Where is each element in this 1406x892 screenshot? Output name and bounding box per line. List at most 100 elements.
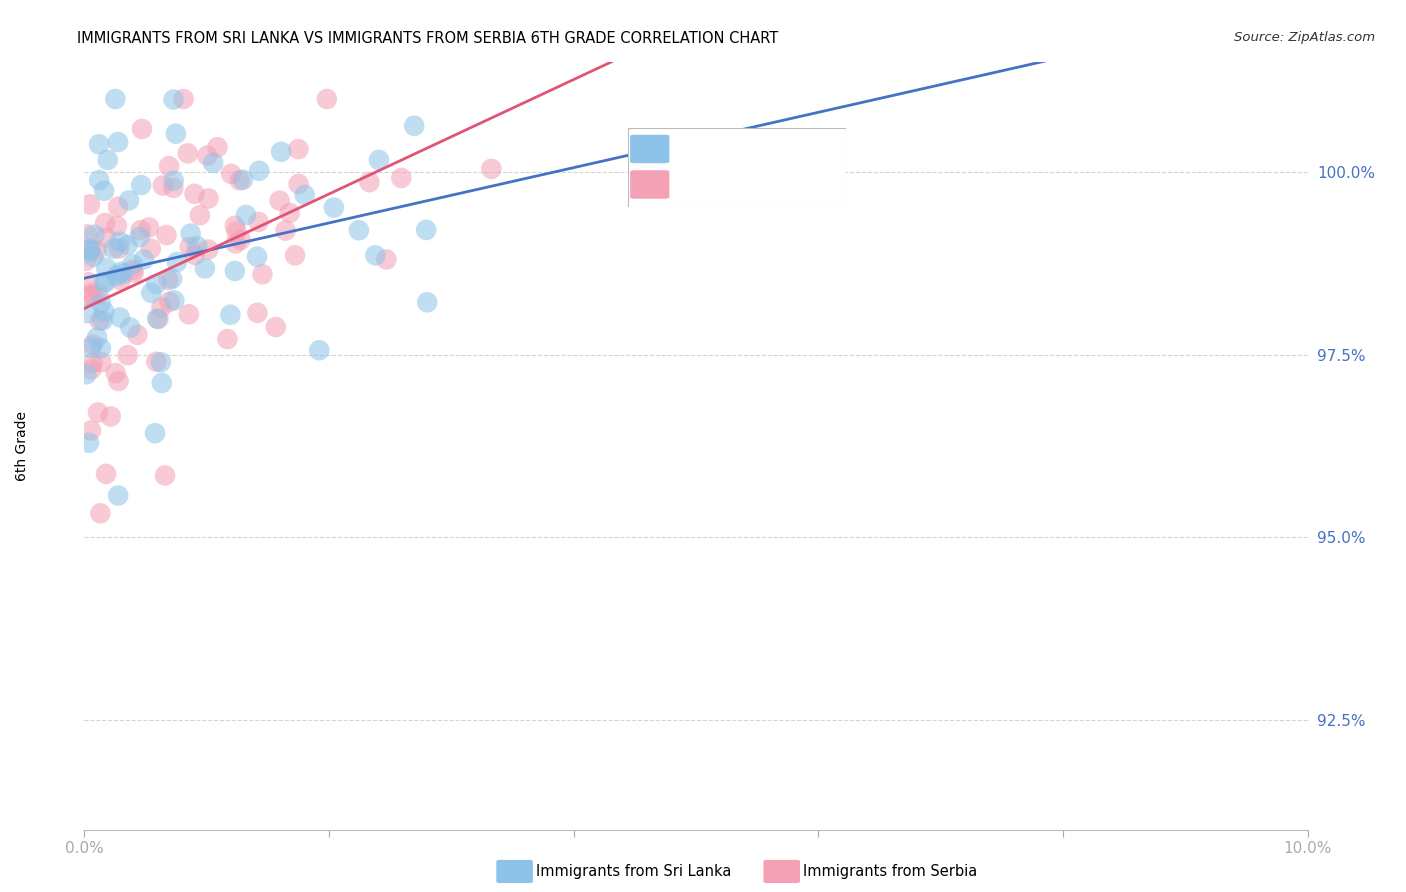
Point: [197, 148, 219, 162]
Point: [80, 362, 103, 376]
Point: [359, 175, 381, 189]
Point: [177, 146, 200, 161]
Point: [108, 235, 131, 249]
Y-axis label: 6th Grade: 6th Grade: [15, 411, 28, 481]
Point: [89, 506, 111, 520]
Point: [229, 173, 252, 187]
Point: [224, 219, 246, 233]
Point: [83, 227, 105, 242]
Point: [274, 224, 297, 238]
Point: [105, 219, 128, 233]
Point: [132, 252, 155, 267]
Point: [246, 250, 269, 264]
Point: [77, 435, 100, 450]
Point: [229, 233, 252, 247]
Point: [75, 368, 97, 382]
Point: [90, 341, 112, 355]
Point: [100, 409, 122, 424]
Point: [138, 220, 160, 235]
Point: [94, 467, 117, 481]
Point: [252, 267, 274, 281]
Point: [235, 208, 257, 222]
Point: [107, 200, 129, 214]
Point: [177, 307, 200, 321]
Point: [107, 135, 129, 149]
Point: [264, 320, 287, 334]
Point: [121, 263, 143, 277]
Point: [225, 236, 247, 251]
Point: [166, 255, 188, 269]
Point: [294, 187, 316, 202]
Point: [150, 301, 173, 315]
Point: [159, 294, 181, 309]
Point: [75, 253, 97, 268]
Point: [121, 257, 143, 271]
Point: [91, 313, 114, 327]
Point: [219, 308, 242, 322]
Point: [93, 184, 115, 198]
Point: [90, 296, 112, 310]
Point: [197, 243, 219, 257]
Point: [157, 273, 180, 287]
Point: [96, 260, 118, 275]
Point: [79, 197, 101, 211]
Point: [186, 239, 208, 253]
Point: [77, 275, 100, 289]
Point: [129, 223, 152, 237]
Point: [79, 289, 101, 303]
Point: [194, 261, 217, 276]
Point: [308, 343, 330, 358]
Text: Immigrants from Serbia: Immigrants from Serbia: [803, 864, 977, 879]
Point: [415, 223, 437, 237]
Point: [82, 337, 104, 351]
Point: [287, 177, 309, 191]
Point: [103, 242, 125, 256]
Point: [224, 264, 246, 278]
Point: [107, 489, 129, 503]
Point: [82, 356, 104, 370]
Point: [77, 242, 100, 256]
Point: [202, 156, 225, 170]
Point: [145, 355, 167, 369]
FancyBboxPatch shape: [630, 135, 669, 163]
Point: [404, 119, 426, 133]
Point: [128, 230, 150, 244]
Point: [232, 172, 254, 186]
Point: [163, 293, 186, 308]
Point: [162, 181, 184, 195]
Point: [90, 355, 112, 369]
Point: [219, 167, 242, 181]
Point: [129, 178, 152, 192]
Point: [94, 230, 117, 244]
Point: [270, 145, 292, 159]
Point: [416, 295, 439, 310]
Point: [155, 227, 177, 242]
Point: [364, 248, 387, 262]
Point: [104, 366, 127, 380]
Point: [93, 275, 115, 289]
Point: [162, 93, 184, 107]
Point: [173, 92, 195, 106]
Text: R = 0.388: R = 0.388: [672, 178, 741, 192]
Point: [179, 240, 201, 254]
Point: [153, 468, 176, 483]
Point: [146, 311, 169, 326]
Text: Immigrants from Sri Lanka: Immigrants from Sri Lanka: [536, 864, 731, 879]
Point: [143, 426, 166, 441]
Point: [180, 227, 202, 241]
Point: [217, 332, 239, 346]
Point: [111, 267, 134, 281]
Point: [108, 242, 131, 256]
Point: [82, 288, 104, 302]
Point: [284, 248, 307, 262]
Point: [149, 355, 172, 369]
Point: [165, 127, 187, 141]
Point: [163, 174, 186, 188]
Point: [131, 122, 153, 136]
Point: [150, 376, 173, 390]
Point: [118, 194, 141, 208]
Point: [479, 161, 502, 176]
Point: [183, 186, 205, 201]
Point: [347, 223, 370, 237]
Point: [104, 92, 127, 106]
